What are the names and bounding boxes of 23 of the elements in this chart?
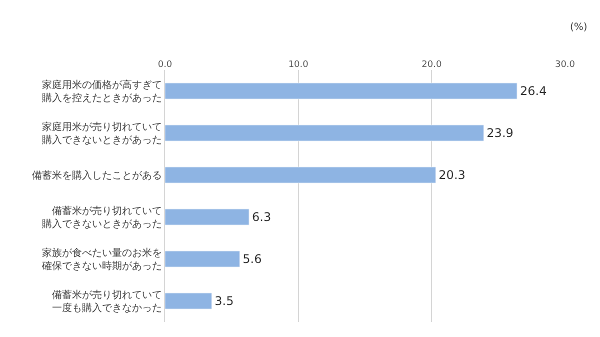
x-axis-title: (%) [570,22,588,33]
data-label: 5.6 [242,252,262,266]
data-label: 20.3 [438,168,466,182]
bar [165,82,518,100]
y-tick-label: 家族が食べたい量のお米を確保できない時期があった [41,247,162,272]
x-tick-label: 10.0 [288,60,309,70]
bar [165,208,250,226]
x-tick-label: 30.0 [554,60,576,70]
x-tick-label: 20.0 [422,60,442,70]
bar [165,250,240,268]
x-tick-label: 0.0 [158,60,172,70]
bar [165,124,484,142]
bar [165,292,212,310]
y-tick-label: 家庭用米の価格が高すぎて購入を控えたときがあった [42,79,162,104]
y-tick-label: 備蓄米が売り切れていて購入できないときがあった [42,205,162,230]
data-label: 23.9 [486,126,514,140]
bar [165,166,436,184]
data-label: 3.5 [214,294,234,308]
y-tick-label: 備蓄米が売り切れていて一度も購入できなかった [52,289,162,314]
y-tick-label: 備蓄米を購入したことがある [32,170,162,182]
y-tick-label: 家庭用米が売り切れていて購入できないときがあった [42,121,162,146]
data-label: 26.4 [520,84,547,98]
data-label: 6.3 [252,210,272,224]
